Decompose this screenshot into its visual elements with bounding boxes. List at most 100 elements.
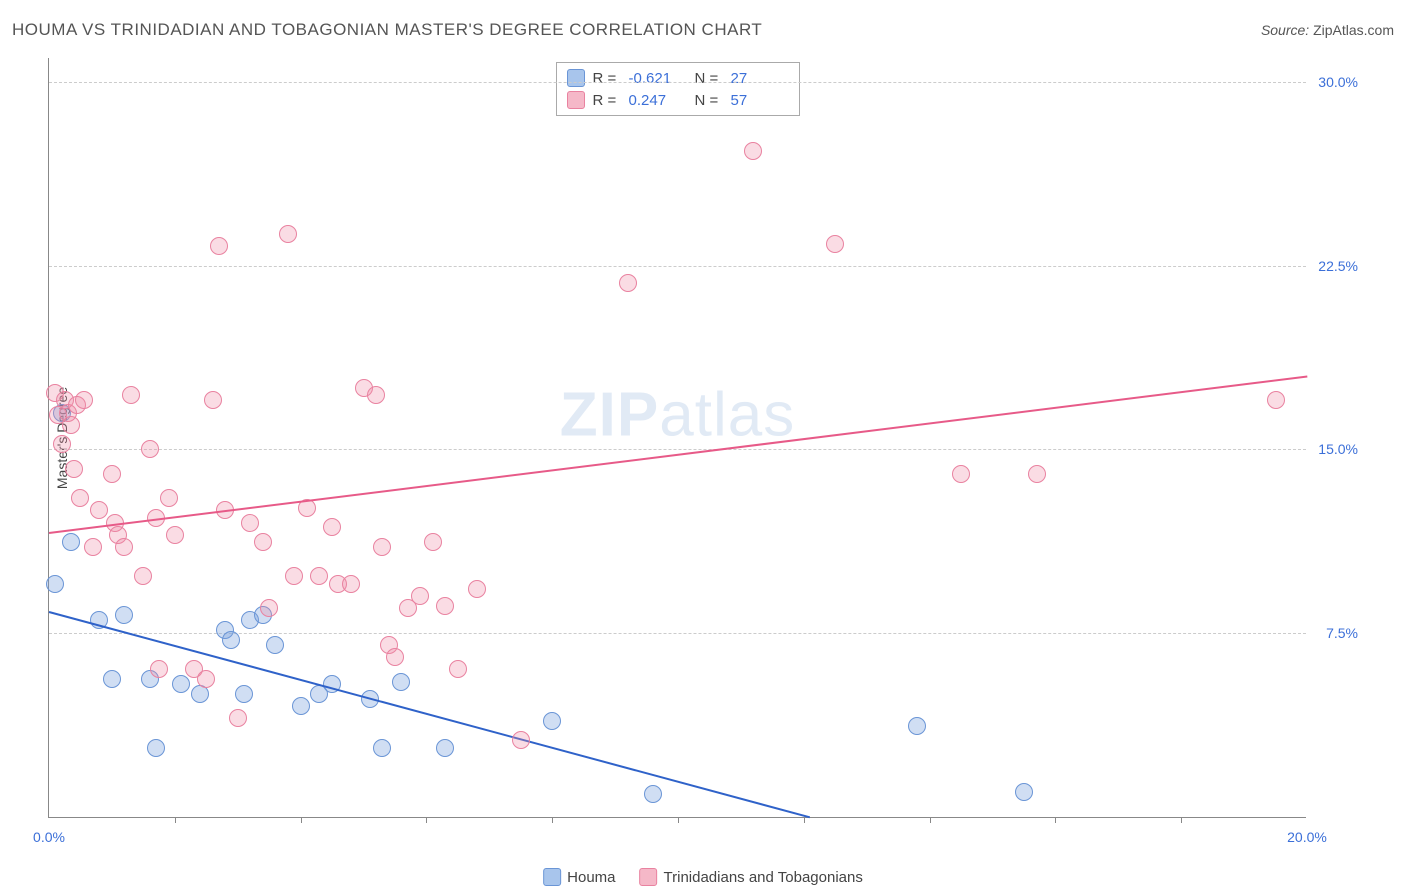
scatter-point [150, 660, 168, 678]
scatter-point [1267, 391, 1285, 409]
scatter-point [310, 567, 328, 585]
scatter-point [342, 575, 360, 593]
scatter-point [373, 538, 391, 556]
scatter-point [103, 670, 121, 688]
scatter-point [75, 391, 93, 409]
scatter-point [279, 225, 297, 243]
x-tick [426, 817, 427, 823]
scatter-point [543, 712, 561, 730]
scatter-point [254, 533, 272, 551]
scatter-point [323, 518, 341, 536]
legend-swatch [567, 69, 585, 87]
x-tick [175, 817, 176, 823]
scatter-point [908, 717, 926, 735]
scatter-point [84, 538, 102, 556]
x-tick [552, 817, 553, 823]
n-value: 57 [731, 92, 789, 109]
scatter-point [392, 673, 410, 691]
y-tick-label: 22.5% [1308, 258, 1358, 274]
scatter-point [952, 465, 970, 483]
x-tick [930, 817, 931, 823]
n-label: N = [695, 92, 723, 109]
source-value: ZipAtlas.com [1313, 22, 1394, 38]
r-label: R = [593, 70, 621, 87]
scatter-point [436, 739, 454, 757]
legend-item: Trinidadians and Tobagonians [640, 868, 863, 886]
r-label: R = [593, 92, 621, 109]
y-tick-label: 7.5% [1308, 625, 1358, 641]
scatter-point [292, 697, 310, 715]
scatter-point [90, 501, 108, 519]
chart-header: HOUMA VS TRINIDADIAN AND TOBAGONIAN MAST… [12, 20, 1394, 40]
chart-area: Master's Degree ZIPatlas R =-0.621N =27R… [48, 58, 1358, 818]
scatter-point [241, 514, 259, 532]
x-tick [1181, 817, 1182, 823]
watermark-atlas: atlas [659, 380, 795, 449]
legend-stat-row: R = -0.621 N = 27 [567, 67, 789, 89]
scatter-point [229, 709, 247, 727]
scatter-point [53, 435, 71, 453]
scatter-point [62, 533, 80, 551]
r-value: -0.621 [629, 70, 687, 87]
scatter-point [826, 235, 844, 253]
n-label: N = [695, 70, 723, 87]
scatter-point [71, 489, 89, 507]
scatter-point [468, 580, 486, 598]
gridline [49, 449, 1306, 450]
scatter-point [449, 660, 467, 678]
gridline [49, 266, 1306, 267]
scatter-point [619, 274, 637, 292]
scatter-point [1015, 783, 1033, 801]
x-tick [301, 817, 302, 823]
legend-swatch [567, 91, 585, 109]
scatter-point [197, 670, 215, 688]
legend-item: Houma [543, 868, 615, 886]
r-value: 0.247 [629, 92, 687, 109]
x-tick [1055, 817, 1056, 823]
scatter-point [266, 636, 284, 654]
scatter-point [166, 526, 184, 544]
scatter-point [204, 391, 222, 409]
scatter-point [122, 386, 140, 404]
scatter-point [141, 440, 159, 458]
trend-line [49, 611, 811, 818]
scatter-point [373, 739, 391, 757]
scatter-point [367, 386, 385, 404]
n-value: 27 [731, 70, 789, 87]
x-tick [804, 817, 805, 823]
scatter-point [210, 237, 228, 255]
legend-label: Houma [567, 869, 615, 886]
scatter-point [160, 489, 178, 507]
scatter-point [115, 538, 133, 556]
scatter-point [62, 416, 80, 434]
scatter-point [65, 460, 83, 478]
legend-swatch [543, 868, 561, 886]
source-attribution: Source: ZipAtlas.com [1261, 22, 1394, 38]
scatter-point [134, 567, 152, 585]
trend-line [49, 376, 1307, 534]
legend-swatch [640, 868, 658, 886]
scatter-point [172, 675, 190, 693]
plot-region: ZIPatlas R =-0.621N =27R =0.247N =57 7.5… [48, 58, 1306, 818]
watermark-zip: ZIP [560, 380, 659, 449]
legend-stat-row: R = 0.247 N = 57 [567, 89, 789, 111]
watermark: ZIPatlas [560, 379, 795, 450]
scatter-point [235, 685, 253, 703]
y-tick-label: 15.0% [1308, 441, 1358, 457]
scatter-point [222, 631, 240, 649]
scatter-point [46, 575, 64, 593]
scatter-point [386, 648, 404, 666]
scatter-point [285, 567, 303, 585]
chart-title: HOUMA VS TRINIDADIAN AND TOBAGONIAN MAST… [12, 20, 762, 40]
x-tick-label: 20.0% [1287, 829, 1327, 845]
scatter-point [644, 785, 662, 803]
legend-label: Trinidadians and Tobagonians [664, 869, 863, 886]
source-label: Source: [1261, 22, 1309, 38]
series-legend: Houma Trinidadians and Tobagonians [543, 868, 863, 886]
correlation-legend: R = -0.621 N = 27 R = 0.247 N = 57 [556, 62, 800, 116]
scatter-point [512, 731, 530, 749]
y-tick-label: 30.0% [1308, 74, 1358, 90]
scatter-point [147, 739, 165, 757]
scatter-point [744, 142, 762, 160]
gridline [49, 82, 1306, 83]
